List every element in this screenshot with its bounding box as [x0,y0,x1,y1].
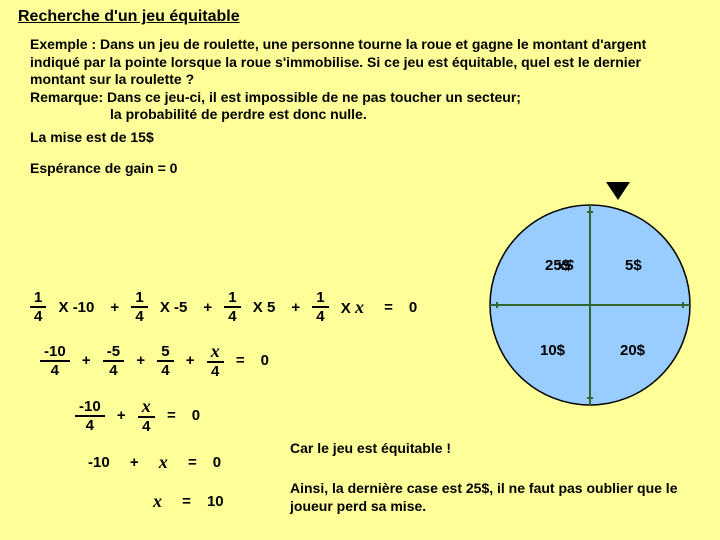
equation-3: -104 + x4 =0 [30,397,425,434]
mise-text: La mise est de 15$ [0,124,720,145]
equation-1: 14 X -10+ 14 X -5+ 14 X 5+ 14 X x =0 [30,290,425,324]
roulette-wheel: 25$ x$ 5$ 10$ 20$ [485,200,695,410]
equation-2: -104 + -54 + 54 + x4 =0 [30,342,425,379]
wheel-label-bl: 10$ [540,342,566,359]
wheel-label-tl-x: x$ [556,257,574,274]
esperance-text: Espérance de gain = 0 [0,145,720,176]
page-title: Recherche d'un jeu équitable [0,0,720,26]
wheel-pointer-icon [606,182,630,200]
exemple-text: Exemple : Dans un jeu de roulette, une p… [0,26,720,89]
wheel-label-tr: 5$ [625,257,642,274]
wheel-label-br: 20$ [620,342,646,359]
conclusion-text: Car le jeu est équitable ! [290,440,451,456]
remarque-line-1: Remarque: Dans ce jeu-ci, il est impossi… [0,89,720,107]
remarque-line-2: la probabilité de perdre est donc nulle. [0,106,720,124]
final-text: Ainsi, la dernière case est 25$, il ne f… [290,480,700,515]
